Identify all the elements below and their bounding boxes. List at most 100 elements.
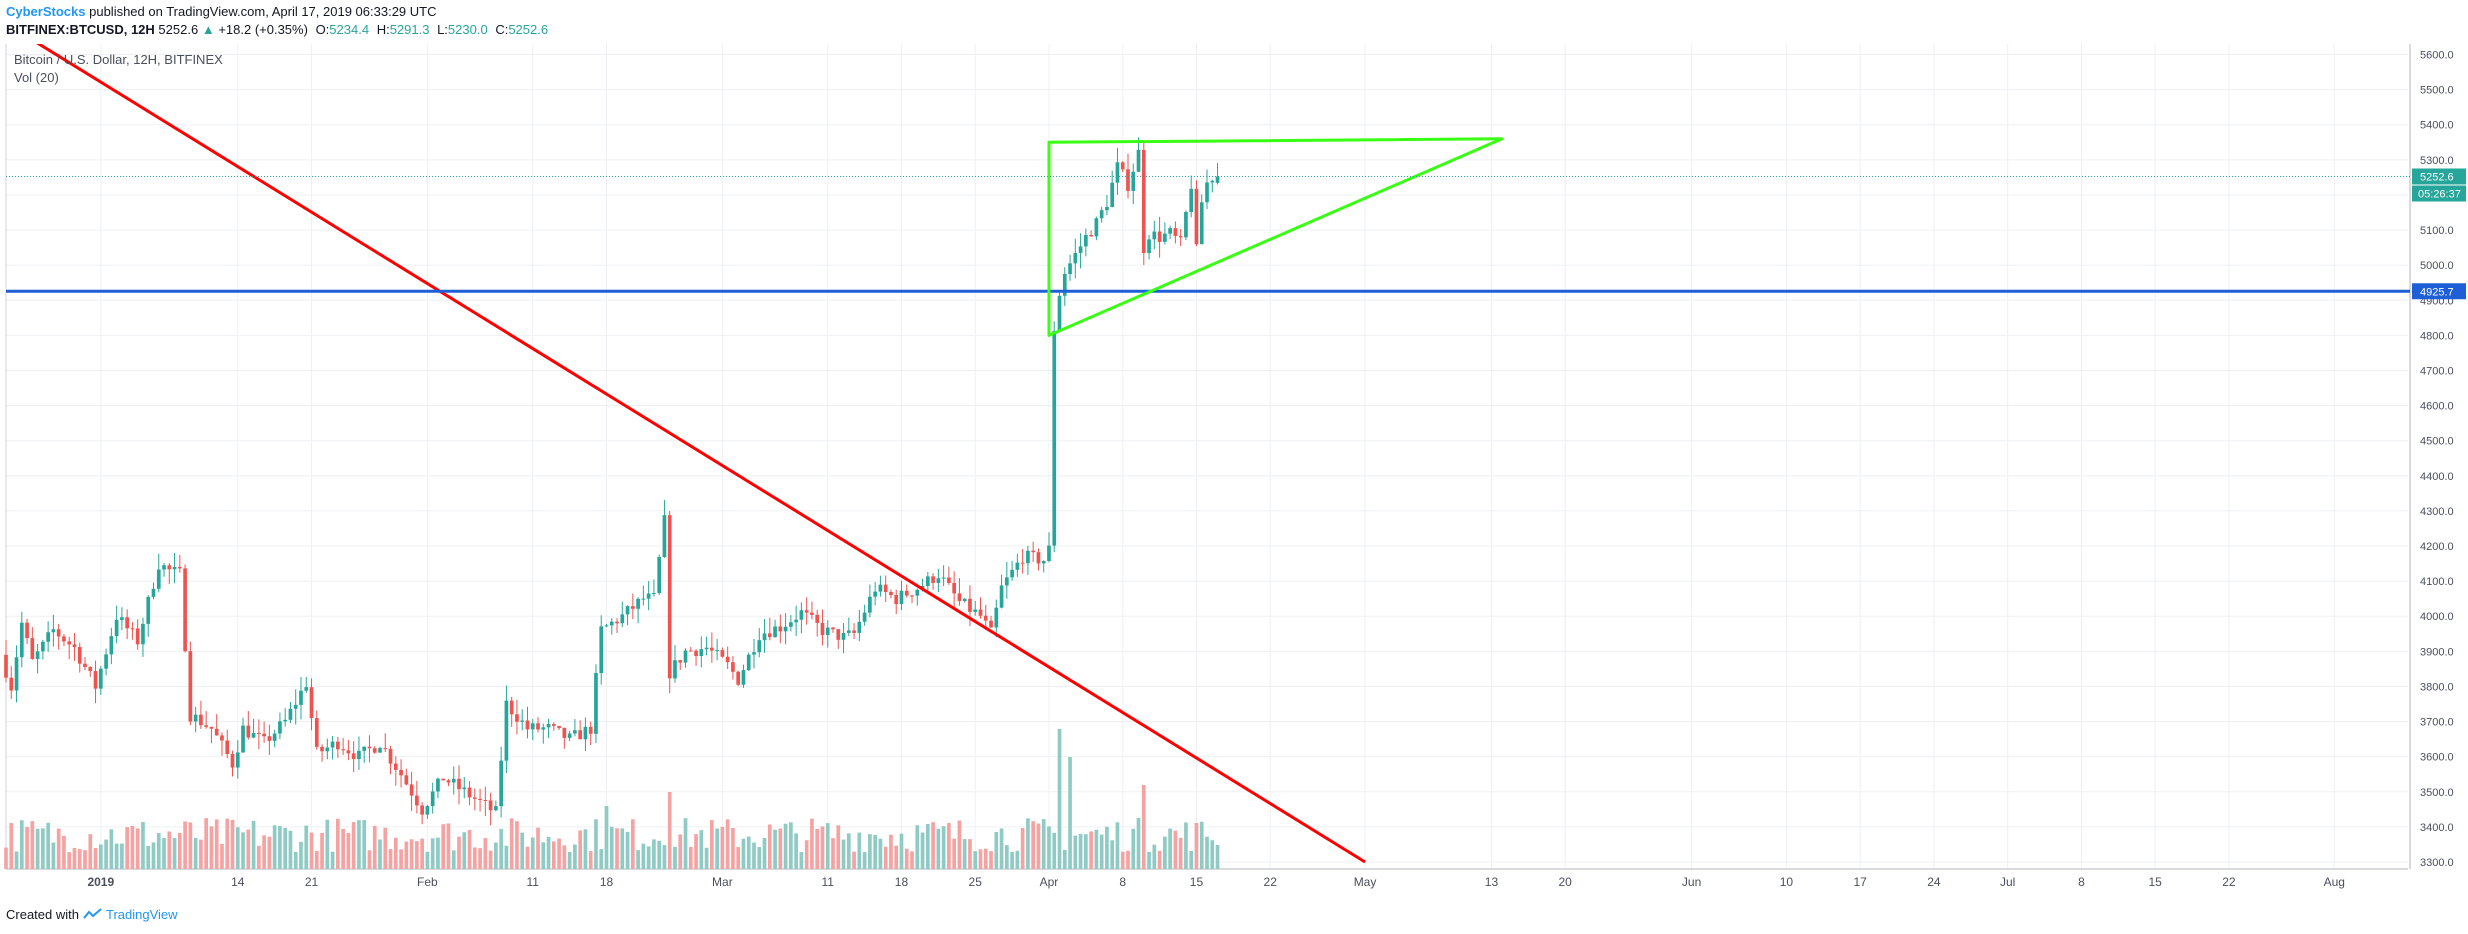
candle-up[interactable] (925, 576, 930, 586)
candle-up[interactable] (1057, 295, 1062, 332)
candle-up[interactable] (1163, 233, 1167, 242)
candle-down[interactable] (383, 748, 388, 750)
candle-down[interactable] (989, 620, 993, 628)
red-trendline[interactable] (5, 22, 1366, 864)
candle-down[interactable] (9, 677, 14, 691)
candle-up[interactable] (1189, 188, 1194, 213)
candle-up[interactable] (35, 651, 40, 659)
candle-down[interactable] (1141, 149, 1146, 254)
candle-up[interactable] (1084, 234, 1088, 247)
candle-down[interactable] (720, 650, 725, 657)
candle-up[interactable] (741, 670, 746, 685)
candle-up[interactable] (915, 589, 920, 596)
candle-down[interactable] (731, 662, 735, 672)
candle-down[interactable] (67, 641, 72, 645)
candle-up[interactable] (878, 584, 883, 592)
candle-down[interactable] (83, 663, 87, 668)
candle-up[interactable] (609, 621, 614, 626)
candle-down[interactable] (883, 584, 888, 593)
candle-down[interactable] (889, 592, 893, 596)
candle-up[interactable] (241, 725, 245, 753)
candle-down[interactable] (1194, 188, 1199, 245)
candle-up[interactable] (583, 726, 588, 740)
candle-down[interactable] (557, 725, 561, 728)
author-link[interactable]: CyberStocks (6, 4, 86, 19)
candle-up[interactable] (1131, 171, 1136, 191)
candle-up[interactable] (652, 592, 656, 594)
candle-down[interactable] (314, 718, 319, 747)
candle-up[interactable] (789, 622, 793, 627)
candle-up[interactable] (193, 714, 198, 722)
candle-up[interactable] (1094, 218, 1099, 237)
candle-down[interactable] (1120, 162, 1125, 170)
candle-down[interactable] (472, 797, 477, 799)
candle-up[interactable] (1010, 569, 1014, 578)
candle-up[interactable] (962, 598, 967, 602)
price-chart[interactable]: 3300.0 3400.0 3500.0 3600.0 3700.0 3800.0 3900… (0, 22, 2468, 914)
candle-down[interactable] (188, 651, 193, 722)
candle-up[interactable] (620, 614, 625, 624)
candle-up[interactable] (936, 578, 941, 583)
candle-up[interactable] (304, 687, 309, 691)
candle-up[interactable] (141, 623, 145, 645)
candle-down[interactable] (267, 736, 272, 741)
candle-up[interactable] (1004, 577, 1009, 586)
candle-up[interactable] (873, 591, 877, 597)
candle-down[interactable] (309, 687, 314, 719)
candle-up[interactable] (1062, 274, 1067, 296)
candle-up[interactable] (846, 630, 851, 633)
candle-down[interactable] (810, 612, 814, 615)
candle-down[interactable] (983, 615, 988, 621)
candle-down[interactable] (815, 614, 820, 623)
candle-down[interactable] (372, 748, 377, 753)
candle-up[interactable] (1026, 550, 1030, 564)
candle-up[interactable] (425, 806, 430, 815)
candle-up[interactable] (1110, 182, 1115, 208)
candle-down[interactable] (420, 805, 424, 815)
candle-down[interactable] (351, 753, 356, 760)
candle-up[interactable] (357, 750, 361, 760)
candle-down[interactable] (220, 735, 224, 741)
candle-up[interactable] (1052, 331, 1057, 546)
candle-down[interactable] (978, 609, 983, 616)
candle-up[interactable] (330, 741, 335, 748)
candle-up[interactable] (19, 622, 24, 658)
candle-up[interactable] (715, 650, 719, 652)
candle-down[interactable] (509, 700, 514, 715)
candle-up[interactable] (325, 747, 330, 752)
candle-down[interactable] (93, 671, 98, 689)
candle-down[interactable] (1036, 552, 1041, 564)
candle-up[interactable] (41, 641, 45, 652)
candle-up[interactable] (1041, 561, 1046, 564)
candle-up[interactable] (541, 727, 546, 730)
candle-down[interactable] (225, 740, 230, 754)
candle-up[interactable] (746, 654, 751, 671)
candle-up[interactable] (14, 657, 19, 691)
candle-down[interactable] (910, 595, 914, 597)
candle-down[interactable] (1157, 231, 1162, 242)
candle-down[interactable] (968, 598, 972, 612)
chart-area[interactable]: 3300.0 3400.0 3500.0 3600.0 3700.0 3800.0 3900… (0, 22, 2468, 914)
candle-down[interactable] (183, 568, 187, 652)
candle-up[interactable] (546, 724, 551, 728)
candle-up[interactable] (114, 619, 119, 637)
candle-down[interactable] (214, 728, 219, 736)
candle-up[interactable] (673, 660, 677, 679)
candle-down[interactable] (457, 778, 461, 790)
candle-down[interactable] (30, 638, 35, 659)
candle-up[interactable] (235, 752, 240, 768)
candle-up[interactable] (430, 791, 435, 807)
candle-up[interactable] (646, 593, 651, 599)
candle-up[interactable] (1152, 231, 1157, 240)
candle-up[interactable] (594, 673, 598, 734)
candle-down[interactable] (630, 606, 635, 609)
candle-down[interactable] (551, 724, 556, 726)
candle-down[interactable] (836, 629, 841, 640)
candle-down[interactable] (204, 725, 209, 727)
candle-down[interactable] (72, 644, 77, 648)
candle-up[interactable] (172, 566, 177, 570)
candle-up[interactable] (999, 585, 1004, 608)
green-triangle-pattern[interactable] (1047, 137, 1504, 337)
candle-up[interactable] (1105, 207, 1109, 211)
candle-down[interactable] (1031, 550, 1036, 553)
